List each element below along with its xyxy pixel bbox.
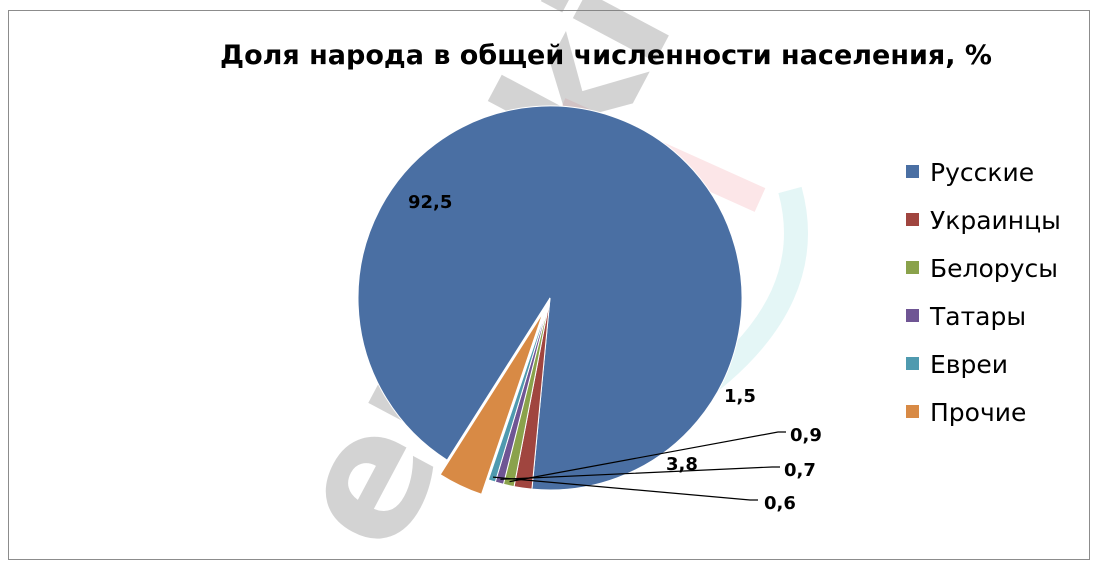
legend-swatch-1 [906,165,919,178]
legend-label-1: Русские [930,158,1034,187]
pie-slice-5 [487,297,551,483]
pie-slices [357,105,743,495]
legend-swatch-4 [906,309,919,322]
data-label-1: 92,5 [408,192,452,213]
legend-label-2: Украинцы [930,206,1061,235]
pie-slice-6 [439,312,544,495]
data-label-4: 0,7 [784,460,816,481]
data-label-6: 3,8 [666,454,698,475]
legend-swatch-3 [906,261,919,274]
pie-slice-1 [357,105,743,491]
leader-line-4 [500,466,780,480]
legend: Русские Украинцы Белорусы Татары Евреи Прочие [906,158,1061,427]
legend-swatch-6 [906,405,919,418]
data-label-5: 0,6 [764,493,796,514]
legend-label-5: Евреи [930,350,1008,379]
data-label-2: 1,5 [724,386,756,407]
leader-line-3 [509,431,786,483]
chart-title: Доля народа в общей численности населени… [220,40,992,71]
legend-label-4: Татары [929,302,1026,331]
data-label-3: 0,9 [790,425,822,446]
legend-label-6: Прочие [930,398,1026,427]
legend-swatch-2 [906,213,919,226]
leader-line-5 [492,476,758,501]
data-labels: 92,5 1,5 0,9 0,7 0,6 3,8 [408,192,822,514]
legend-label-3: Белорусы [930,254,1058,283]
legend-swatch-5 [906,357,919,370]
